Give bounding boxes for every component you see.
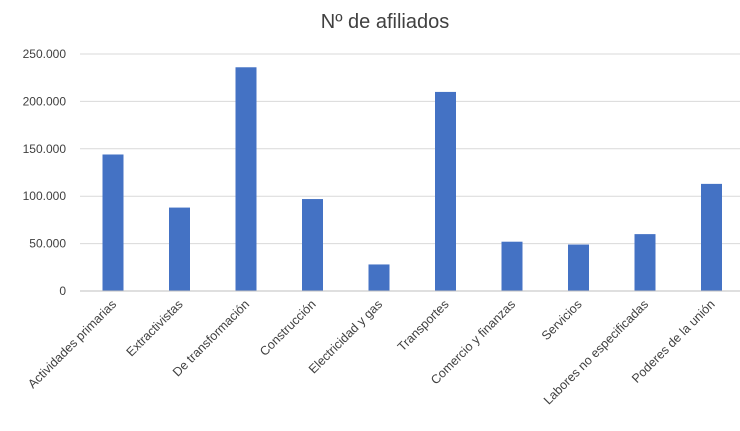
bar [701, 183, 722, 291]
y-tick-label: 100.000 [23, 189, 67, 203]
gridlines [80, 53, 740, 245]
x-category-label: Extractivistas [124, 297, 186, 359]
bar [102, 154, 124, 291]
y-tick-label: 50.000 [29, 237, 66, 251]
y-axis-tick-labels: 0 50.000 100.000 150.000 200.000 250.000 [23, 47, 67, 298]
x-category-label: Transportes [395, 297, 452, 354]
y-tick-label: 0 [59, 284, 66, 298]
x-category-label: Electricidad y gas [306, 297, 385, 376]
bar [634, 234, 656, 291]
bar [568, 244, 589, 291]
bar [302, 199, 323, 291]
bar [501, 241, 523, 291]
x-category-label: Construcción [257, 297, 319, 359]
x-category-label: Servicios [539, 297, 585, 343]
bar [235, 67, 257, 291]
bars [102, 67, 722, 291]
bar [368, 264, 390, 291]
bar [169, 207, 190, 291]
y-tick-label: 200.000 [23, 94, 67, 108]
bar [435, 91, 456, 291]
y-tick-label: 250.000 [23, 47, 67, 61]
chart-title: Nº de afiliados [321, 11, 450, 33]
x-category-label: Actividades primarias [25, 297, 119, 391]
y-tick-label: 150.000 [23, 142, 67, 156]
